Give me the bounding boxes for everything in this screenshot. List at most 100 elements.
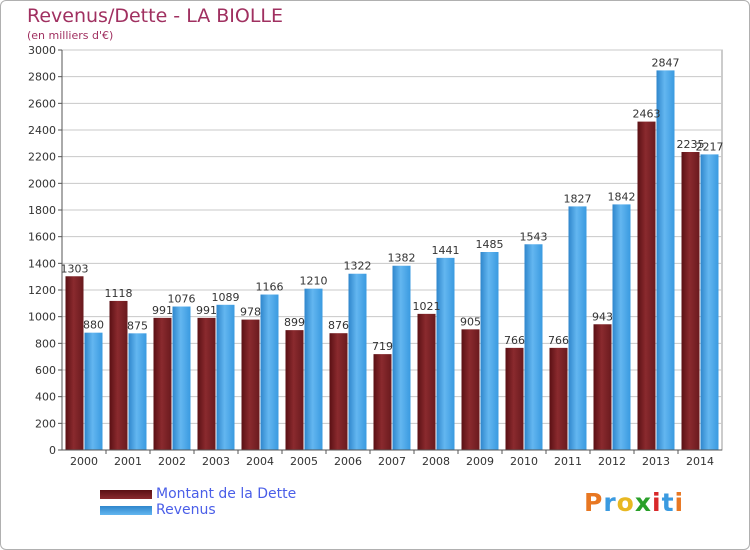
y-tick-label: 2400 (28, 124, 56, 137)
bar-revenus (700, 154, 719, 450)
x-tick-label: 2013 (642, 455, 670, 468)
data-label-revenus: 1827 (564, 192, 592, 205)
bar-dette (505, 347, 524, 450)
data-label-revenus: 1166 (256, 281, 284, 294)
data-label-dette: 2463 (633, 108, 661, 121)
y-tick-label: 600 (35, 364, 56, 377)
x-tick-label: 2012 (598, 455, 626, 468)
data-label-dette: 719 (372, 340, 393, 353)
data-label-dette: 766 (504, 334, 525, 347)
y-tick-label: 1200 (28, 284, 56, 297)
x-tick-label: 2001 (114, 455, 142, 468)
legend-item-dette: Montant de la Dette (100, 486, 296, 502)
y-tick-label: 0 (49, 444, 56, 457)
y-tick-label: 1400 (28, 257, 56, 270)
bar-dette (285, 330, 304, 450)
data-label-revenus: 1089 (212, 291, 240, 304)
data-label-dette: 905 (460, 315, 481, 328)
data-label-revenus: 2847 (652, 56, 680, 69)
bar-revenus (568, 206, 587, 450)
bar-revenus (348, 273, 367, 450)
data-label-dette: 876 (328, 319, 349, 332)
legend-swatch-revenus (100, 505, 152, 515)
legend-swatch-dette (100, 489, 152, 499)
bar-revenus (436, 257, 455, 450)
bar-revenus (480, 252, 499, 450)
x-tick-label: 2005 (290, 455, 318, 468)
data-label-revenus: 1842 (608, 190, 636, 203)
data-label-revenus: 1543 (520, 230, 548, 243)
x-tick-label: 2002 (158, 455, 186, 468)
chart-subtitle: (en milliers d'€) (27, 29, 114, 42)
bar-revenus (84, 332, 103, 450)
x-tick-label: 2007 (378, 455, 406, 468)
bar-dette (197, 317, 216, 450)
data-label-dette: 978 (240, 306, 261, 319)
bar-dette (681, 152, 700, 450)
logo-letter: i (652, 488, 662, 517)
bar-dette (65, 276, 84, 450)
data-label-revenus: 1382 (388, 252, 416, 265)
bar-dette (593, 324, 612, 450)
bar-revenus (524, 244, 543, 450)
bar-dette (637, 121, 656, 450)
x-tick-label: 2010 (510, 455, 538, 468)
data-label-revenus: 1441 (432, 244, 460, 257)
data-label-revenus: 1322 (344, 260, 372, 273)
legend-label-dette: Montant de la Dette (156, 486, 297, 502)
data-label-revenus: 2217 (696, 140, 724, 153)
data-label-revenus: 880 (83, 319, 104, 332)
bar-dette (549, 347, 568, 450)
data-label-dette: 991 (196, 304, 217, 317)
bar-dette (417, 313, 436, 450)
data-label-dette: 2235 (677, 138, 705, 151)
x-tick-label: 2009 (466, 455, 494, 468)
bar-revenus (128, 333, 147, 450)
x-tick-label: 2004 (246, 455, 274, 468)
y-tick-label: 200 (35, 417, 56, 430)
y-tick-label: 400 (35, 391, 56, 404)
bar-revenus (172, 306, 191, 450)
logo-letter: t (661, 488, 675, 517)
logo-letter: x (634, 488, 652, 517)
bar-revenus (216, 304, 235, 450)
y-tick-label: 2200 (28, 151, 56, 164)
bar-dette (109, 300, 128, 450)
bar-revenus (304, 288, 323, 450)
y-tick-label: 3000 (28, 44, 56, 57)
data-label-revenus: 1076 (168, 293, 196, 306)
bar-revenus (656, 70, 675, 451)
y-tick-label: 2000 (28, 177, 56, 190)
data-label-revenus: 1210 (300, 275, 328, 288)
logo-letter: i (674, 488, 685, 517)
bar-dette (241, 319, 260, 450)
legend: Montant de la Dette Revenus (100, 486, 296, 518)
data-label-dette: 1021 (413, 300, 441, 313)
y-tick-label: 1000 (28, 311, 56, 324)
logo-letter: o (616, 488, 635, 517)
legend-label-revenus: Revenus (156, 502, 216, 518)
y-tick-label: 800 (35, 337, 56, 350)
data-label-dette: 1118 (105, 287, 133, 300)
bar-dette (153, 317, 172, 450)
y-tick-label: 2800 (28, 71, 56, 84)
data-label-revenus: 875 (127, 319, 148, 332)
proxiti-logo: Proxiti (584, 488, 684, 517)
data-label-dette: 766 (548, 334, 569, 347)
logo-letter: P (584, 488, 604, 517)
y-tick-label: 1800 (28, 204, 56, 217)
data-label-dette: 899 (284, 316, 305, 329)
x-tick-label: 2008 (422, 455, 450, 468)
bar-dette (461, 329, 480, 450)
data-label-dette: 991 (152, 304, 173, 317)
x-tick-label: 2011 (554, 455, 582, 468)
y-tick-label: 1600 (28, 231, 56, 244)
chart-title: Revenus/Dette - LA BIOLLE (27, 5, 284, 27)
bar-dette (329, 333, 348, 450)
legend-item-revenus: Revenus (100, 502, 296, 518)
bar-revenus (260, 294, 279, 450)
x-tick-label: 2006 (334, 455, 362, 468)
x-tick-label: 2000 (70, 455, 98, 468)
data-label-revenus: 1485 (476, 238, 504, 251)
